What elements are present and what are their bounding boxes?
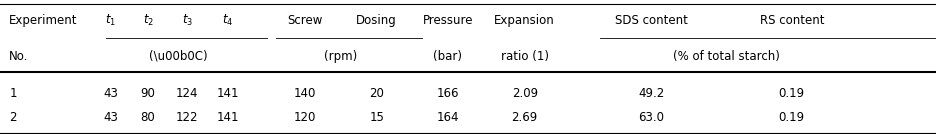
Text: 43: 43 (103, 87, 118, 100)
Text: 15: 15 (369, 111, 384, 124)
Text: 122: 122 (176, 111, 198, 124)
Text: $t_4$: $t_4$ (222, 13, 233, 28)
Text: Pressure: Pressure (422, 14, 473, 27)
Text: Dosing: Dosing (356, 14, 397, 27)
Text: Experiment: Experiment (9, 14, 78, 27)
Text: 90: 90 (140, 87, 155, 100)
Text: $t_1$: $t_1$ (105, 13, 116, 28)
Text: 1: 1 (9, 87, 17, 100)
Text: $t_3$: $t_3$ (182, 13, 193, 28)
Text: Expansion: Expansion (494, 14, 554, 27)
Text: 124: 124 (176, 87, 198, 100)
Text: 164: 164 (436, 111, 459, 124)
Text: (bar): (bar) (433, 50, 461, 63)
Text: 2: 2 (9, 111, 17, 124)
Text: 120: 120 (293, 111, 315, 124)
Text: Screw: Screw (286, 14, 322, 27)
Text: 2.69: 2.69 (511, 111, 537, 124)
Text: ratio (1): ratio (1) (500, 50, 548, 63)
Text: (rpm): (rpm) (323, 50, 357, 63)
Text: SDS content: SDS content (614, 14, 687, 27)
Text: (\u00b0C): (\u00b0C) (149, 50, 207, 63)
Text: 141: 141 (216, 87, 239, 100)
Text: 141: 141 (216, 111, 239, 124)
Text: 0.19: 0.19 (778, 111, 804, 124)
Text: 80: 80 (140, 111, 155, 124)
Text: $t_2$: $t_2$ (142, 13, 154, 28)
Text: 49.2: 49.2 (637, 87, 664, 100)
Text: 0.19: 0.19 (778, 87, 804, 100)
Text: 20: 20 (369, 87, 384, 100)
Text: 63.0: 63.0 (637, 111, 664, 124)
Text: 43: 43 (103, 111, 118, 124)
Text: No.: No. (9, 50, 29, 63)
Text: 166: 166 (436, 87, 459, 100)
Text: 2.09: 2.09 (511, 87, 537, 100)
Text: (% of total starch): (% of total starch) (672, 50, 779, 63)
Text: 140: 140 (293, 87, 315, 100)
Text: RS content: RS content (759, 14, 823, 27)
